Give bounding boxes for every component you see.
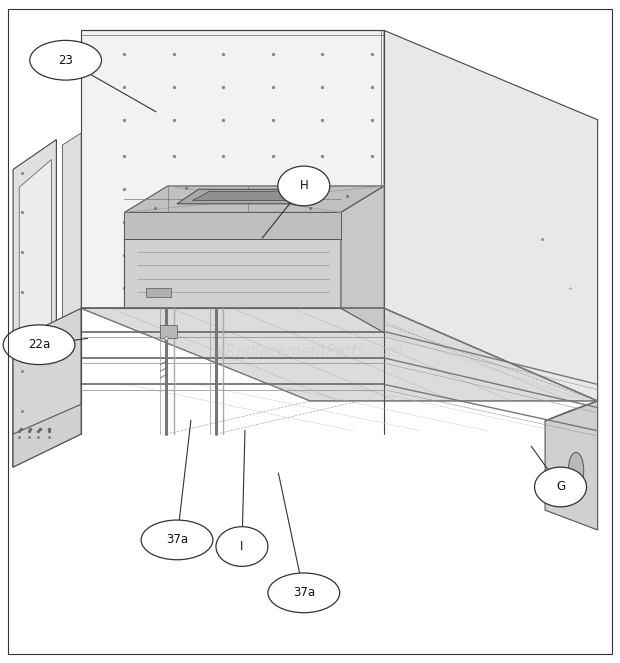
Text: I: I (241, 540, 244, 553)
Text: 23: 23 (58, 54, 73, 67)
Text: 22a: 22a (28, 338, 50, 351)
Polygon shape (19, 160, 51, 461)
Ellipse shape (278, 166, 330, 206)
Text: 37a: 37a (166, 534, 188, 546)
Text: 37a: 37a (293, 586, 315, 599)
Polygon shape (81, 30, 384, 308)
Polygon shape (125, 212, 341, 308)
Polygon shape (81, 308, 598, 401)
Polygon shape (545, 401, 598, 530)
Ellipse shape (30, 40, 102, 80)
Polygon shape (13, 404, 81, 467)
Polygon shape (63, 133, 81, 438)
Polygon shape (192, 191, 303, 200)
Ellipse shape (268, 573, 340, 613)
Polygon shape (161, 325, 177, 338)
Polygon shape (384, 30, 598, 401)
Polygon shape (125, 212, 341, 239)
Text: H: H (299, 180, 308, 192)
Polygon shape (13, 308, 81, 467)
Text: eReplacementParts.com: eReplacementParts.com (216, 344, 404, 359)
Ellipse shape (534, 467, 587, 507)
Ellipse shape (3, 325, 75, 365)
Polygon shape (13, 140, 56, 467)
Ellipse shape (141, 520, 213, 560)
Polygon shape (146, 288, 171, 297)
Ellipse shape (569, 452, 584, 489)
Text: G: G (556, 481, 565, 493)
Polygon shape (125, 186, 384, 212)
Polygon shape (341, 186, 384, 333)
Polygon shape (177, 189, 322, 204)
Ellipse shape (216, 526, 268, 566)
